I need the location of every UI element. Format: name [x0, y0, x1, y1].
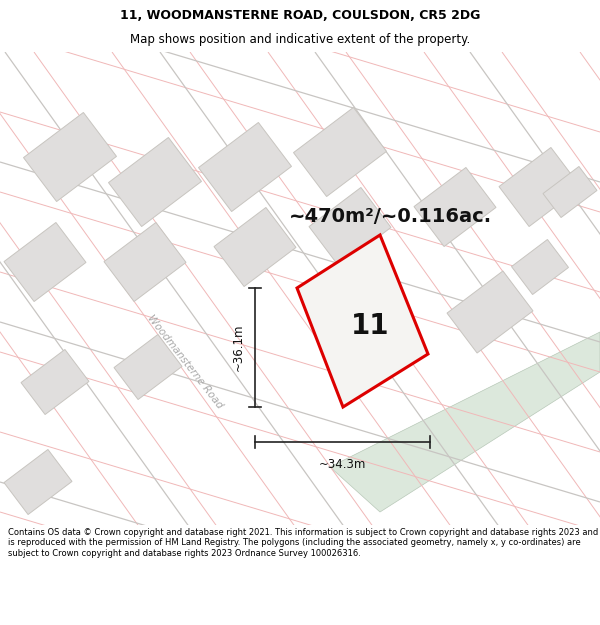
- Polygon shape: [21, 349, 89, 414]
- Text: ~470m²/~0.116ac.: ~470m²/~0.116ac.: [289, 208, 491, 226]
- Polygon shape: [543, 166, 597, 217]
- Text: Map shows position and indicative extent of the property.: Map shows position and indicative extent…: [130, 32, 470, 46]
- Polygon shape: [414, 168, 496, 246]
- Polygon shape: [447, 271, 533, 353]
- Text: 11, WOODMANSTERNE ROAD, COULSDON, CR5 2DG: 11, WOODMANSTERNE ROAD, COULSDON, CR5 2D…: [120, 9, 480, 22]
- Text: ~34.3m: ~34.3m: [319, 458, 366, 471]
- Text: ~36.1m: ~36.1m: [232, 324, 245, 371]
- Polygon shape: [114, 334, 182, 399]
- Text: 11: 11: [351, 312, 389, 340]
- Polygon shape: [293, 107, 386, 196]
- Polygon shape: [309, 188, 391, 266]
- Polygon shape: [109, 138, 202, 226]
- Polygon shape: [4, 222, 86, 301]
- Polygon shape: [214, 208, 296, 286]
- Polygon shape: [499, 148, 581, 226]
- Polygon shape: [199, 122, 292, 211]
- Polygon shape: [23, 112, 116, 201]
- Polygon shape: [330, 332, 600, 512]
- Polygon shape: [511, 239, 569, 294]
- Text: Contains OS data © Crown copyright and database right 2021. This information is : Contains OS data © Crown copyright and d…: [8, 528, 598, 558]
- Polygon shape: [297, 235, 428, 407]
- Polygon shape: [4, 449, 72, 514]
- Polygon shape: [104, 222, 186, 301]
- Text: Woodmansterne Road: Woodmansterne Road: [145, 313, 224, 411]
